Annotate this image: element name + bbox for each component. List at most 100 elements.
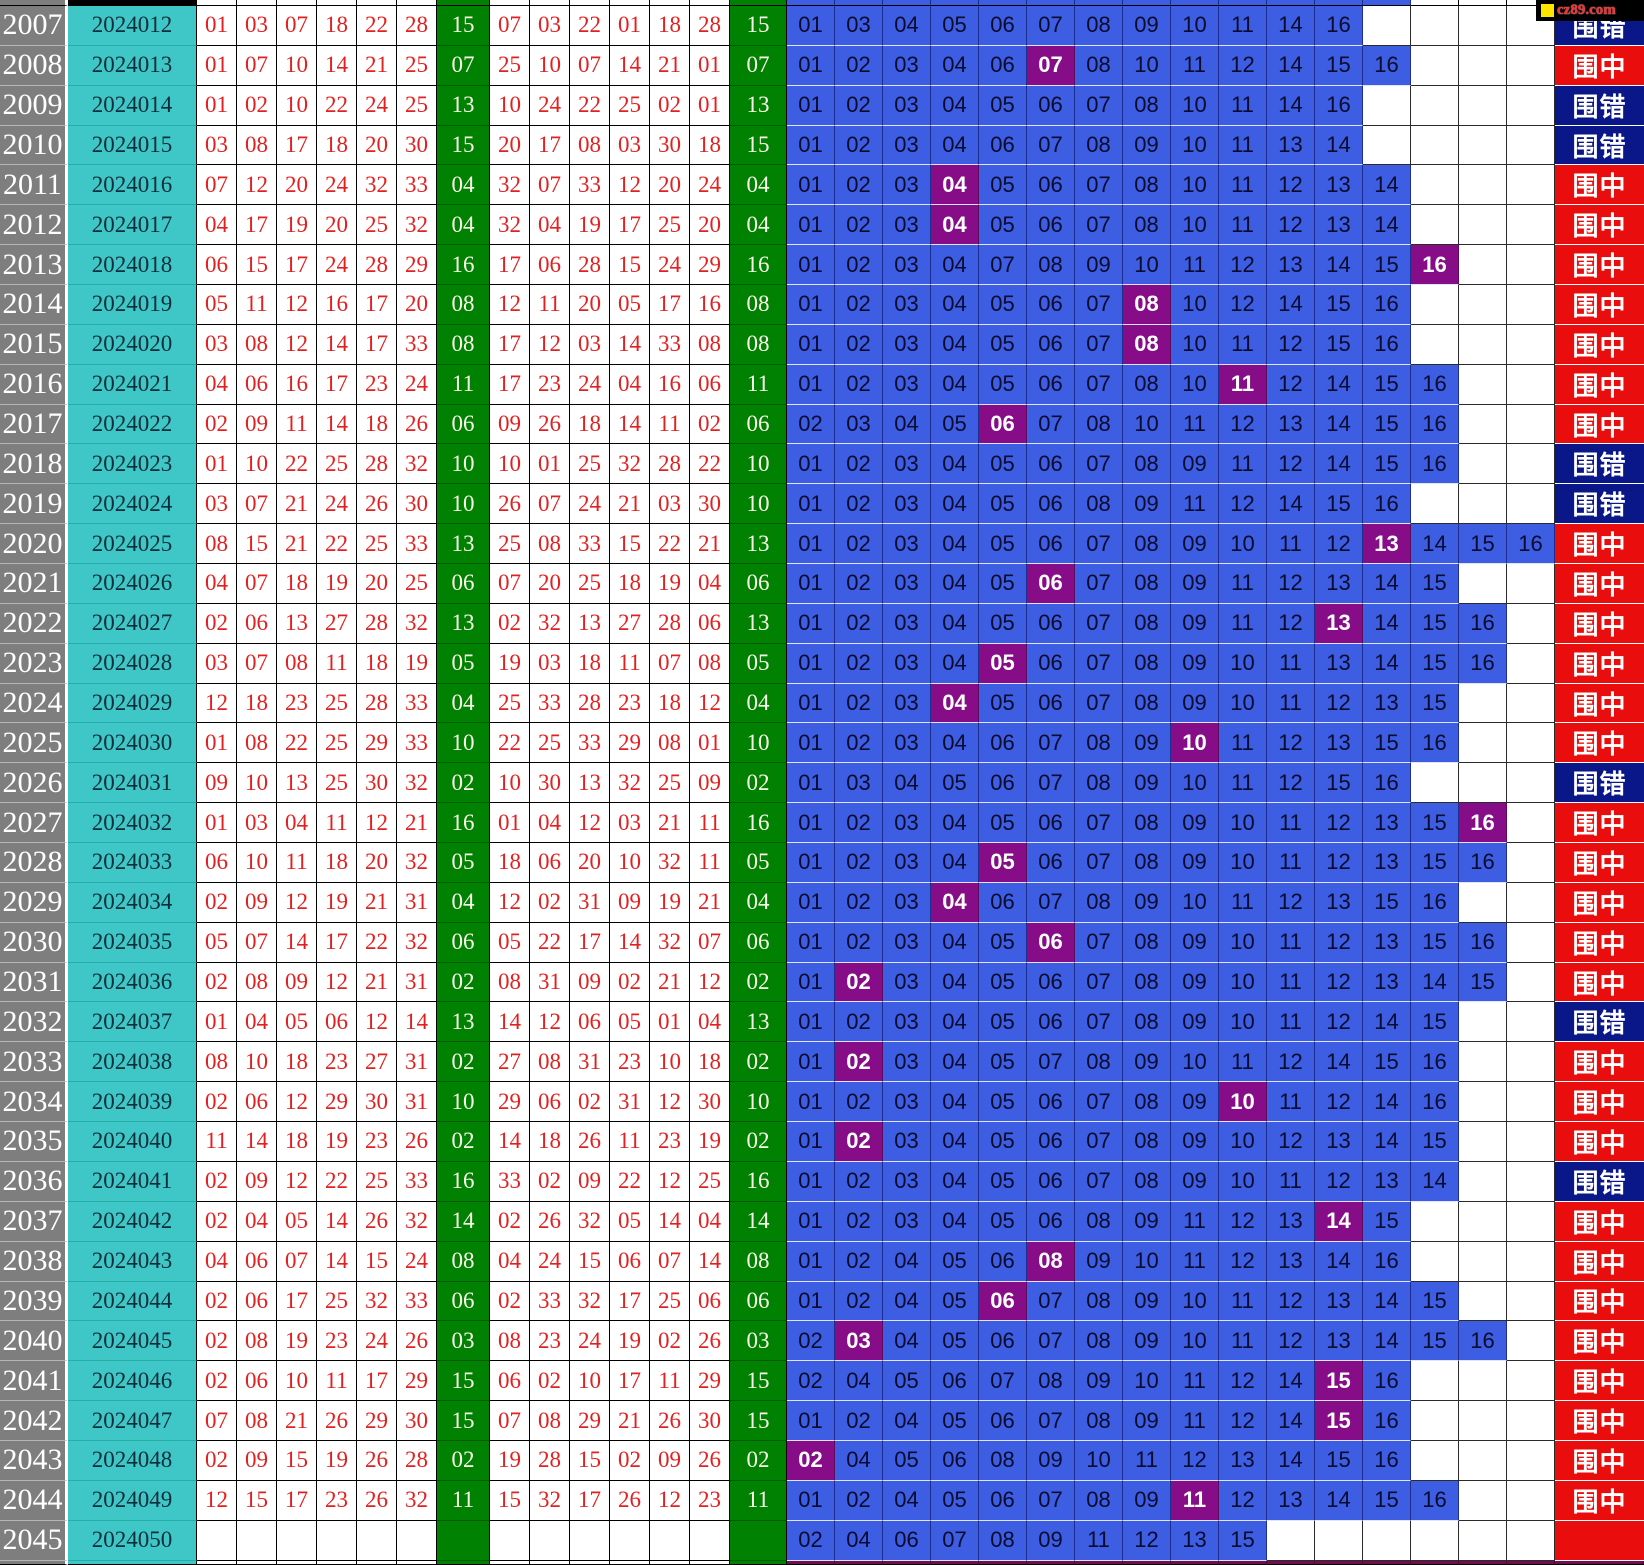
red-ball-cell: 04 (690, 1201, 730, 1242)
blue-cover-cell: 07 (1075, 364, 1123, 405)
red-ball-cell: 31 (610, 1082, 650, 1123)
green-ball-cell: 10 (730, 444, 787, 485)
red-ball-cell: 05 (197, 285, 237, 325)
blue-cover-cell: 08 (1075, 1480, 1123, 1521)
blue-cover-cell: 10 (1123, 1241, 1171, 1282)
red-ball-cell: 12 (650, 1082, 690, 1123)
blue-cover-cell: 15 (1315, 484, 1363, 525)
blue-cover-cell: 15 (1411, 803, 1459, 844)
empty-slot-cell (1507, 205, 1555, 246)
green-ball-cell: 05 (437, 843, 490, 883)
result-cell: 围中 (1555, 524, 1644, 565)
red-ball-cell: 32 (397, 763, 437, 804)
table-row: 2028 2024033 06 10 11 18 20 32 05 18 06 20 10 32 11 05 0… (0, 843, 1644, 883)
red-ball-cell: 25 (490, 45, 530, 86)
red-ball-cell: 02 (530, 882, 570, 923)
blue-cover-cell: 14 (1267, 1440, 1315, 1481)
red-ball-cell: 08 (530, 1042, 570, 1083)
period-cell: 2024050 (68, 1520, 197, 1561)
red-ball-cell: 29 (357, 723, 397, 764)
red-ball-cell: 21 (357, 45, 397, 86)
red-ball-cell: 33 (530, 1281, 570, 1322)
blue-cover-cell: 05 (931, 1281, 979, 1322)
red-ball-cell: 17 (357, 324, 397, 365)
period-cell: 2024047 (68, 1401, 197, 1441)
red-ball-cell: 08 (490, 962, 530, 1003)
red-ball-cell: 02 (490, 1201, 530, 1242)
red-ball-cell: 20 (570, 843, 610, 883)
blue-cover-cell: 06 (979, 6, 1027, 46)
blue-cover-cell: 08 (1075, 1281, 1123, 1322)
blue-cover-cell: 03 (883, 603, 931, 644)
red-ball-cell: 26 (530, 404, 570, 445)
red-ball-cell: 17 (490, 364, 530, 405)
table-row: 2019 2024024 03 07 21 24 26 30 10 26 07 24 21 03 30 10 0… (0, 484, 1644, 525)
blue-hit-cell: 06 (979, 404, 1027, 445)
red-ball-cell: 28 (650, 444, 690, 485)
blue-cover-cell: 07 (1075, 205, 1123, 246)
blue-cover-cell: 13 (1315, 723, 1363, 764)
blue-cover-cell: 01 (787, 245, 835, 286)
blue-cover-cell: 09 (1171, 1002, 1219, 1043)
result-cell: 围错 (1555, 484, 1644, 525)
red-ball-cell: 19 (490, 1440, 530, 1481)
green-ball-cell: 08 (730, 285, 787, 325)
blue-cover-cell: 14 (1411, 1161, 1459, 1202)
blue-cover-cell: 13 (1315, 165, 1363, 206)
blue-cover-cell: 11 (1219, 205, 1267, 246)
blue-cover-cell: 14 (1267, 1361, 1315, 1402)
red-ball-cell: 05 (277, 1201, 317, 1242)
red-ball-cell: 12 (197, 683, 237, 724)
red-ball-cell: 22 (570, 6, 610, 46)
empty-slot-cell (1507, 1440, 1555, 1481)
year-cell: 2018 (0, 444, 68, 485)
green-ball-cell: 10 (730, 723, 787, 764)
red-ball-cell: 09 (237, 882, 277, 923)
red-ball-cell: 08 (237, 324, 277, 365)
period-cell: 2024033 (68, 843, 197, 883)
red-ball-cell: 33 (650, 324, 690, 365)
blue-cover-cell: 06 (979, 723, 1027, 764)
red-ball-cell: 01 (690, 45, 730, 86)
red-ball-cell: 19 (277, 1321, 317, 1362)
blue-cover-cell: 09 (1027, 1440, 1075, 1481)
blue-cover-cell: 05 (883, 1361, 931, 1402)
red-ball-cell: 25 (610, 85, 650, 126)
result-cell: 围中 (1555, 803, 1644, 844)
green-ball-cell: 04 (437, 683, 490, 724)
red-ball-cell: 15 (277, 1440, 317, 1481)
empty-slot-cell (1411, 1440, 1459, 1481)
blue-cover-cell: 15 (1459, 962, 1507, 1003)
blue-cover-cell: 01 (787, 1082, 835, 1123)
blue-cover-cell: 11 (1171, 45, 1219, 86)
red-ball-cell: 14 (277, 922, 317, 963)
period-cell: 2024039 (68, 1082, 197, 1123)
empty-slot-cell (1459, 245, 1507, 286)
red-ball-cell (490, 1560, 530, 1565)
blue-cover-cell: 07 (1027, 1480, 1075, 1521)
blue-cover-cell: 10 (1171, 763, 1219, 804)
red-ball-cell: 24 (570, 484, 610, 525)
period-cell: 2024012 (68, 6, 197, 46)
blue-cover-cell: 05 (979, 1002, 1027, 1043)
result-cell: 围中 (1555, 404, 1644, 445)
red-ball-cell: 32 (610, 763, 650, 804)
blue-hit-cell: 15 (1315, 1401, 1363, 1441)
red-ball-cell: 32 (397, 444, 437, 485)
blue-cover-cell: 01 (787, 922, 835, 963)
red-ball-cell: 14 (317, 1241, 357, 1282)
green-ball-cell: 16 (730, 245, 787, 286)
blue-cover-cell: 01 (787, 1401, 835, 1441)
red-ball-cell: 26 (397, 404, 437, 445)
empty-slot-cell (1459, 285, 1507, 325)
red-ball-cell: 23 (610, 1042, 650, 1083)
red-ball-cell: 25 (490, 683, 530, 724)
red-ball-cell (237, 1520, 277, 1561)
blue-cover-cell: 04 (883, 6, 931, 46)
watermark[interactable]: cz89.com (1536, 0, 1644, 21)
red-ball-cell: 11 (530, 285, 570, 325)
result-cell: 围错 (1555, 125, 1644, 166)
blue-cover-cell: 10 (1219, 1161, 1267, 1202)
blue-cover-cell: 01 (787, 6, 835, 46)
empty-slot-cell (1459, 1401, 1507, 1441)
